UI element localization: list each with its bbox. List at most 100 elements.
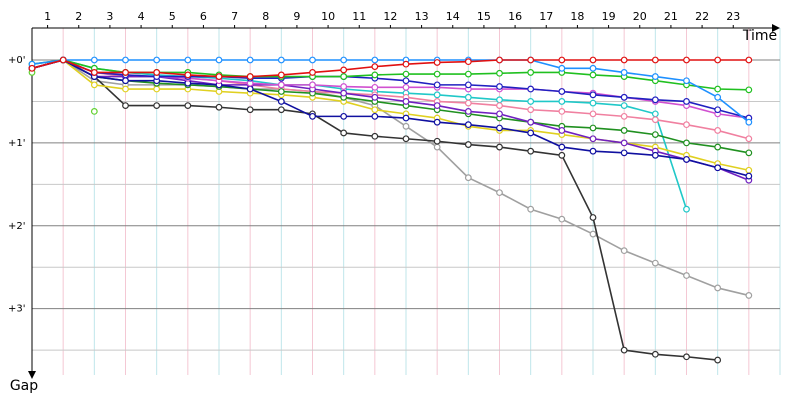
data-point [745, 118, 753, 126]
data-point [651, 56, 659, 64]
data-point [433, 59, 441, 66]
data-point [683, 205, 690, 213]
data-point [527, 147, 535, 155]
data-point [246, 85, 254, 93]
data-point [464, 174, 472, 182]
data-point [714, 93, 722, 101]
data-point [620, 102, 628, 109]
data-point [277, 71, 285, 79]
data-point [620, 112, 628, 120]
data-point [184, 71, 192, 79]
data-point [340, 56, 348, 64]
x-tick-label: 14 [446, 10, 460, 23]
data-point [683, 77, 690, 85]
data-point [683, 121, 690, 129]
data-point [589, 99, 597, 107]
x-tick-label: 3 [106, 10, 113, 23]
data-point [371, 83, 379, 91]
data-point [153, 102, 161, 109]
data-point [215, 73, 223, 80]
data-point [122, 56, 129, 64]
data-point [153, 69, 161, 76]
data-point [277, 81, 285, 89]
data-point [620, 127, 628, 134]
data-point [558, 143, 566, 151]
series-line [31, 59, 750, 119]
data-point [558, 88, 566, 95]
data-point [558, 127, 566, 134]
data-point [651, 73, 659, 80]
series-line [31, 59, 750, 297]
data-point [433, 81, 441, 89]
data-point [496, 110, 503, 118]
data-point [683, 56, 690, 64]
x-tick-label: 9 [293, 10, 300, 23]
x-tick-label: 10 [321, 10, 335, 23]
data-point [714, 164, 722, 172]
data-point [527, 205, 535, 213]
data-point [714, 85, 722, 93]
data-point [215, 103, 223, 111]
data-point [184, 102, 192, 109]
x-tick-label: 12 [383, 10, 397, 23]
data-point [651, 116, 659, 124]
data-point [402, 122, 410, 130]
data-point [496, 56, 503, 64]
y-tick-label: +1' [8, 138, 26, 149]
data-point [122, 77, 129, 85]
data-point [496, 189, 503, 197]
data-point [745, 149, 753, 157]
data-point [589, 147, 597, 155]
data-point [246, 56, 254, 64]
data-point [402, 77, 410, 85]
data-point [683, 272, 690, 279]
data-point [90, 81, 98, 89]
data-point [277, 88, 285, 95]
data-point [464, 99, 472, 107]
y-tick-label: +2' [8, 221, 26, 232]
x-tick-label: 18 [570, 10, 584, 23]
data-point [714, 106, 722, 114]
data-point [90, 69, 98, 76]
data-point [558, 56, 566, 64]
data-point [558, 98, 566, 105]
data-point [371, 71, 379, 79]
data-point [371, 112, 379, 120]
x-tick-label: 17 [539, 10, 553, 23]
data-point [433, 137, 441, 145]
data-point [433, 91, 441, 99]
data-point [496, 143, 503, 151]
data-point [496, 96, 503, 104]
x-tick-label: 15 [477, 10, 491, 23]
data-point [496, 124, 503, 132]
series-line [31, 59, 749, 154]
data-point [433, 70, 441, 78]
data-point [464, 70, 472, 78]
y-tick-label: +0' [8, 55, 26, 66]
data-point [464, 107, 472, 115]
data-point [714, 127, 722, 134]
data-point [683, 353, 690, 361]
data-point [371, 56, 379, 64]
data-point [620, 346, 628, 354]
data-point [402, 83, 410, 91]
data-point [433, 118, 441, 126]
data-point [651, 96, 659, 104]
data-point [277, 56, 285, 64]
x-axis-arrow [772, 24, 780, 32]
data-point [402, 135, 410, 143]
data-point [745, 135, 753, 143]
data-point [620, 69, 628, 76]
x-axis-title: Time [742, 28, 777, 44]
x-tick-label: 4 [138, 10, 145, 23]
data-point [340, 129, 348, 137]
data-point [651, 131, 659, 139]
data-point [340, 89, 348, 97]
data-point [496, 69, 503, 77]
x-tick-label: 22 [695, 10, 709, 23]
x-tick-label: 6 [200, 10, 207, 23]
y-axis-arrow [28, 371, 36, 379]
data-point [589, 135, 597, 143]
data-point [246, 73, 254, 80]
x-tick-label: 21 [664, 10, 678, 23]
